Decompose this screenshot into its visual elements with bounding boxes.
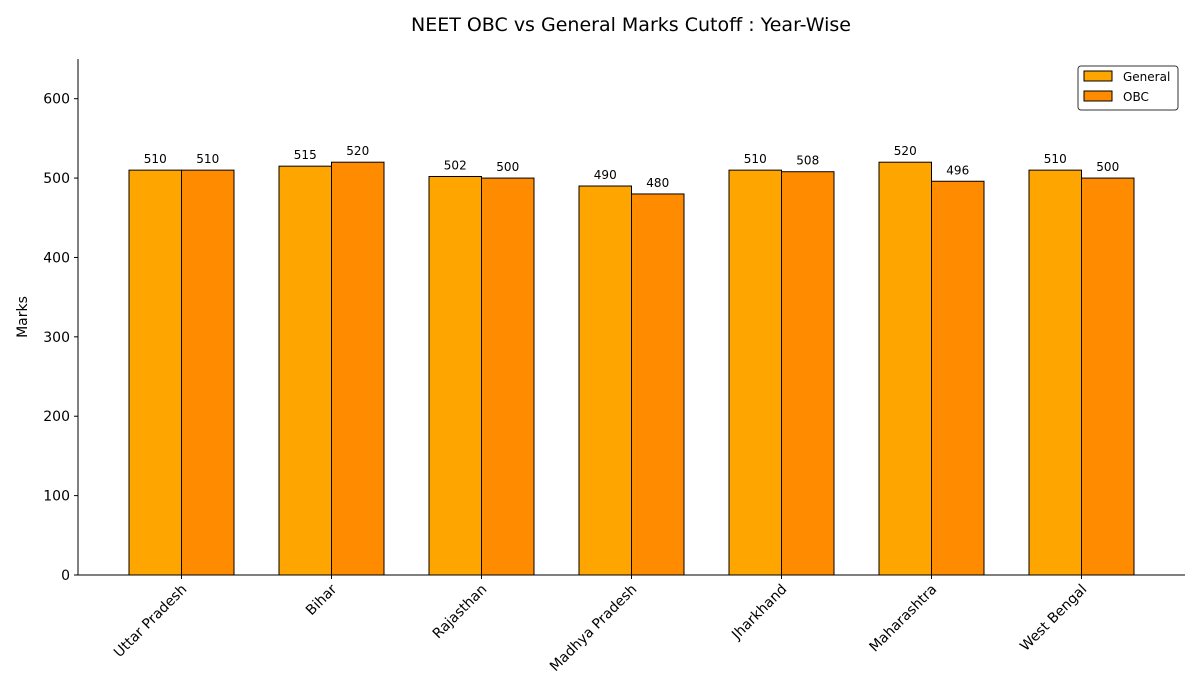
data-label: 500 xyxy=(496,160,519,174)
legend: General OBC xyxy=(1077,65,1179,111)
y-tick-label: 100 xyxy=(43,489,70,505)
y-tick-label: 400 xyxy=(43,250,70,266)
bar-general-1 xyxy=(278,165,332,576)
bar-general-6 xyxy=(1028,169,1082,576)
bar-general-2 xyxy=(428,175,482,576)
x-tick-label: Uttar Pradesh xyxy=(111,582,190,661)
bar-obc-5 xyxy=(931,180,985,576)
data-label: 480 xyxy=(646,176,669,190)
x-tick-label: Madhya Pradesh xyxy=(547,582,640,675)
x-tick-label: Maharashtra xyxy=(866,582,940,656)
x-tick-label: Bihar xyxy=(303,581,340,618)
y-axis-label: Marks xyxy=(15,296,31,338)
x-tick-label: Rajasthan xyxy=(430,582,491,643)
legend-label-general: General xyxy=(1123,70,1170,84)
data-label: 515 xyxy=(294,148,317,162)
bar-obc-0 xyxy=(181,169,235,576)
y-tick-label: 0 xyxy=(61,568,70,584)
data-label: 510 xyxy=(744,152,767,166)
data-label: 520 xyxy=(346,144,369,158)
data-label: 510 xyxy=(144,152,167,166)
bar-general-0 xyxy=(128,169,182,576)
legend-label-obc: OBC xyxy=(1123,90,1149,104)
x-tick-label: Jharkhand xyxy=(728,582,790,644)
y-tick-label: 300 xyxy=(43,330,70,346)
chart-title: NEET OBC vs General Marks Cutoff : Year-… xyxy=(411,14,851,36)
data-label: 510 xyxy=(196,152,219,166)
data-label: 490 xyxy=(594,168,617,182)
data-label: 496 xyxy=(946,163,969,177)
y-tick-label: 200 xyxy=(43,409,70,425)
bar-general-3 xyxy=(578,185,632,576)
data-label: 520 xyxy=(894,144,917,158)
legend-swatch-obc xyxy=(1083,90,1113,102)
bar-general-5 xyxy=(878,161,932,576)
data-label: 500 xyxy=(1096,160,1119,174)
data-label: 510 xyxy=(1044,152,1067,166)
data-label: 502 xyxy=(444,158,467,172)
data-label: 508 xyxy=(796,154,819,168)
x-tick-label: West Bengal xyxy=(1017,582,1090,655)
bar-obc-3 xyxy=(631,193,685,576)
y-tick-label: 600 xyxy=(43,92,70,108)
bar-obc-2 xyxy=(481,177,535,576)
bar-obc-1 xyxy=(331,161,385,576)
y-tick-label: 500 xyxy=(43,171,70,187)
bar-obc-6 xyxy=(1081,177,1135,576)
bar-obc-4 xyxy=(781,171,835,576)
bar-general-4 xyxy=(728,169,782,576)
legend-swatch-general xyxy=(1083,70,1113,82)
